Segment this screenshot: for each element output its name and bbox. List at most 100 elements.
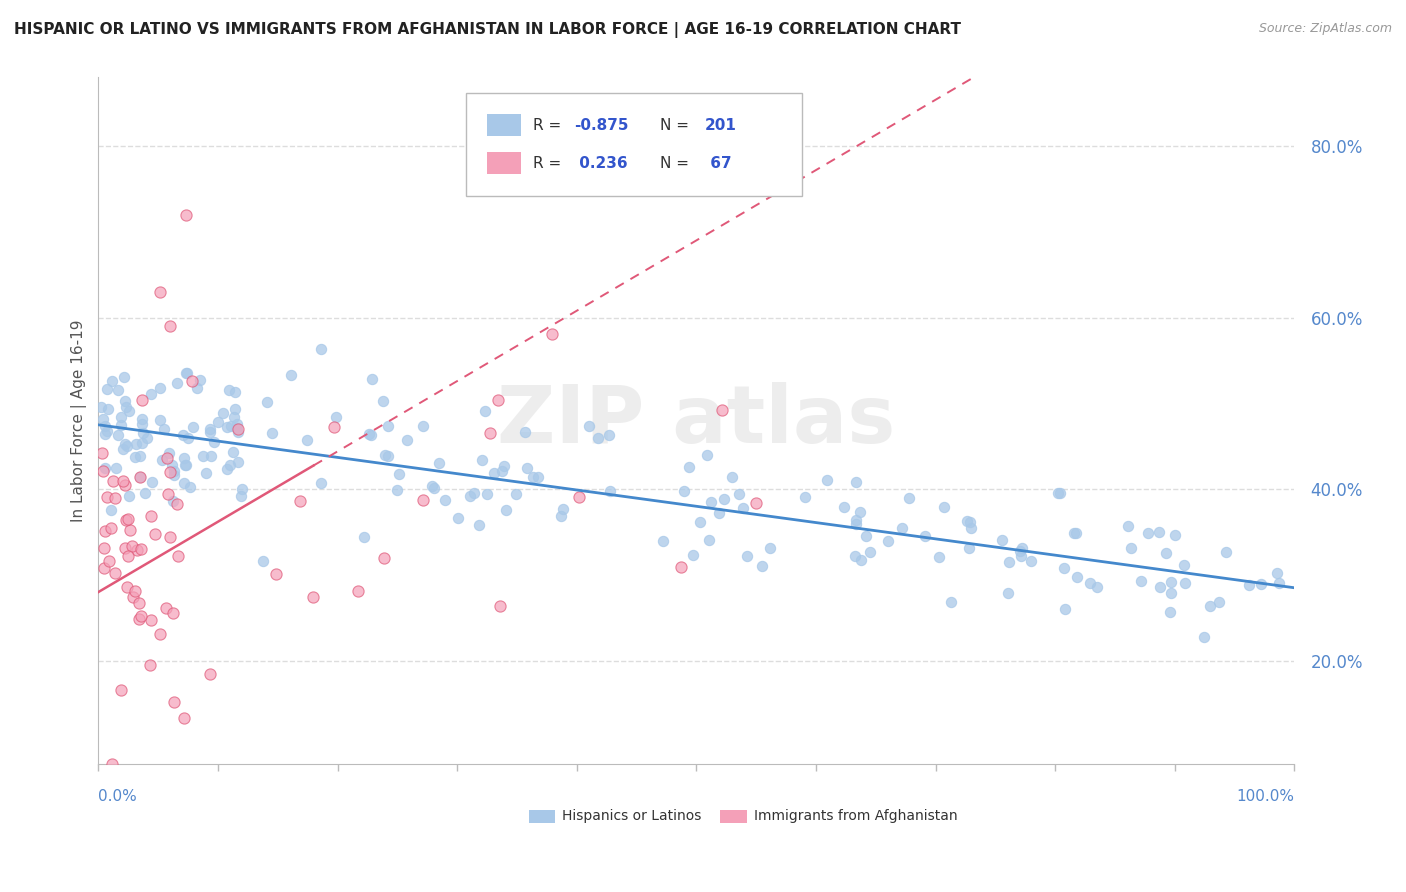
Point (1046, 486, 1069, 500)
Point (859, 545, 882, 559)
Point (295, 433, 318, 447)
Point (124, 583, 146, 598)
Point (1011, 541, 1033, 555)
Point (139, 387, 162, 401)
Text: 201: 201 (704, 118, 737, 133)
Point (844, 549, 866, 564)
Point (311, 342, 333, 356)
Text: N =: N = (661, 156, 695, 170)
Point (707, 507, 730, 521)
Point (115, 580, 138, 594)
Point (139, 657, 162, 672)
Point (463, 485, 485, 500)
Point (110, 417, 132, 432)
Point (96, 490, 118, 504)
Point (114, 541, 136, 555)
Point (427, 456, 450, 470)
Point (471, 452, 494, 467)
Point (1053, 561, 1076, 575)
Point (737, 549, 759, 564)
Point (960, 521, 983, 535)
Point (132, 425, 155, 440)
Point (568, 490, 591, 504)
Point (914, 528, 936, 542)
Point (186, 381, 208, 395)
Point (467, 518, 489, 533)
Point (280, 368, 302, 382)
Point (1078, 576, 1101, 591)
Point (388, 467, 411, 482)
Point (479, 425, 502, 440)
Point (359, 426, 381, 441)
Point (100, 503, 122, 517)
Point (202, 435, 225, 450)
Point (721, 469, 744, 483)
Point (200, 449, 222, 463)
Point (672, 484, 695, 499)
Point (1149, 525, 1171, 540)
Point (1063, 526, 1085, 541)
Point (353, 530, 375, 544)
Point (166, 376, 188, 391)
Point (139, 508, 162, 523)
Point (226, 422, 249, 436)
Text: Immigrants from Afghanistan: Immigrants from Afghanistan (754, 809, 957, 823)
Point (117, 512, 139, 526)
Point (751, 558, 773, 573)
Point (932, 500, 955, 515)
Point (412, 418, 434, 433)
Point (93, 541, 115, 555)
Point (141, 475, 163, 490)
Point (131, 436, 153, 450)
Point (1049, 486, 1071, 500)
Point (256, 395, 278, 409)
Point (125, 543, 148, 558)
Bar (529, 810, 555, 823)
Point (162, 607, 184, 621)
Point (162, 494, 184, 508)
Point (301, 590, 323, 604)
Point (195, 466, 218, 480)
Point (845, 475, 868, 489)
Point (150, 452, 173, 467)
Point (149, 285, 172, 299)
Y-axis label: In Labor Force | Age 16-19: In Labor Force | Age 16-19 (72, 319, 87, 522)
Point (222, 444, 245, 458)
Bar (486, 153, 520, 174)
Point (876, 534, 898, 549)
Point (474, 403, 496, 417)
Point (423, 481, 446, 495)
Point (377, 449, 399, 463)
Point (855, 529, 877, 543)
Point (1174, 576, 1197, 591)
Point (136, 431, 159, 445)
Point (733, 500, 755, 515)
Point (91, 411, 114, 425)
Point (90, 400, 112, 414)
Point (160, 458, 183, 473)
Point (325, 410, 347, 425)
Point (115, 401, 138, 415)
Point (101, 475, 124, 489)
Point (149, 381, 172, 395)
Point (128, 470, 150, 484)
Point (486, 392, 509, 407)
Point (815, 473, 838, 487)
Point (131, 411, 153, 425)
Point (928, 550, 950, 565)
Point (159, 530, 181, 544)
Point (118, 489, 141, 503)
Text: -0.875: -0.875 (575, 118, 628, 133)
Point (1010, 549, 1032, 564)
Point (94, 427, 117, 442)
Text: N =: N = (661, 118, 695, 133)
Point (997, 586, 1019, 600)
Point (266, 567, 288, 582)
Point (104, 491, 127, 506)
Point (198, 422, 221, 436)
Point (959, 516, 981, 530)
Point (134, 486, 156, 500)
Point (346, 583, 368, 598)
Point (193, 449, 215, 463)
Point (125, 437, 148, 451)
